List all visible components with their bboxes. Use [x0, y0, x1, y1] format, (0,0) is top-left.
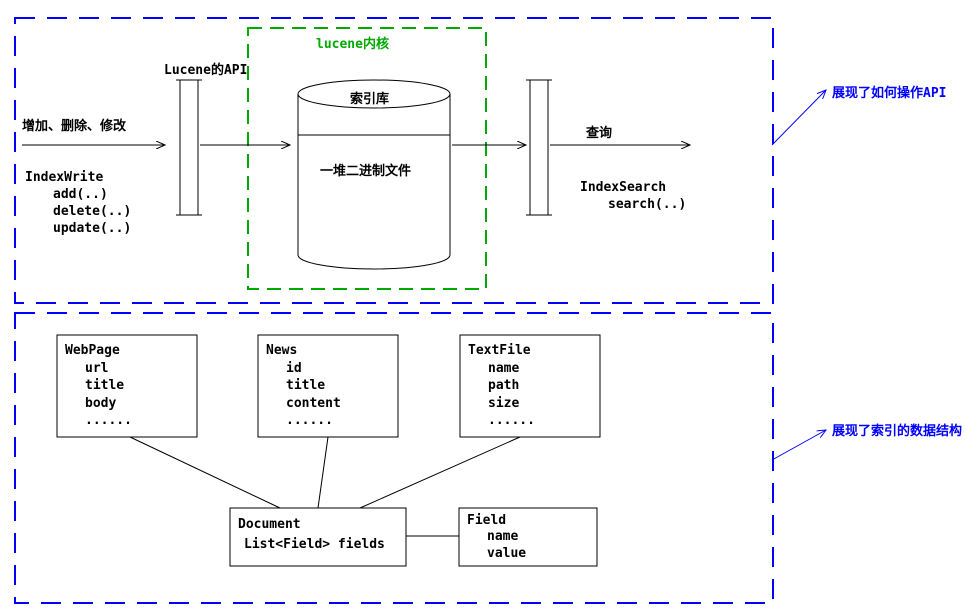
callout-arrow-1: [772, 90, 826, 145]
textfile-field: name: [468, 360, 535, 378]
api-bar-left: [176, 80, 202, 215]
textfile-field: path: [468, 377, 535, 395]
textfile-text: TextFile name path size ......: [468, 342, 535, 430]
indexwrite-title: IndexWrite: [25, 170, 131, 187]
webpage-field: ......: [65, 412, 132, 430]
news-text: News id title content ......: [266, 342, 341, 430]
indexsearch-title: IndexSearch: [580, 180, 686, 197]
query-label: 查询: [586, 122, 612, 141]
callout-1: 展现了如何操作API: [832, 82, 962, 101]
callout-2: 展现了索引的数据结构: [832, 420, 962, 439]
textfile-field: ......: [468, 412, 535, 430]
webpage-field: title: [65, 377, 132, 395]
indexsearch-method: search(..): [580, 197, 686, 214]
db-title: 索引库: [350, 88, 389, 107]
textfile-field: size: [468, 395, 535, 413]
line-textfile-document: [360, 437, 520, 508]
field-text: Field name value: [467, 513, 526, 562]
webpage-field: body: [65, 395, 132, 413]
news-field: title: [266, 377, 341, 395]
indexwrite-block: IndexWrite add(..) delete(..) update(..): [25, 170, 131, 238]
line-webpage-document: [130, 437, 280, 508]
indexsearch-block: IndexSearch search(..): [580, 180, 686, 214]
crud-label: 增加、删除、修改: [22, 115, 126, 134]
indexwrite-method: update(..): [25, 221, 131, 238]
document-title: Document: [238, 515, 385, 535]
document-text: Document List<Field> fields: [238, 515, 385, 554]
line-news-document: [318, 437, 328, 508]
api-bar-right: [526, 80, 552, 215]
db-subtitle: 一堆二进制文件: [320, 160, 411, 179]
webpage-title: WebPage: [65, 342, 132, 360]
news-title: News: [266, 342, 341, 360]
webpage-field: url: [65, 360, 132, 378]
indexwrite-method: add(..): [25, 187, 131, 204]
kernel-label: lucene内核: [316, 33, 389, 52]
field-field: name: [467, 529, 526, 545]
api-label: Lucene的API: [164, 59, 247, 78]
webpage-text: WebPage url title body ......: [65, 342, 132, 430]
textfile-title: TextFile: [468, 342, 535, 360]
news-field: content: [266, 395, 341, 413]
field-field: value: [467, 546, 526, 562]
field-title: Field: [467, 513, 526, 529]
indexwrite-method: delete(..): [25, 204, 131, 221]
news-field: id: [266, 360, 341, 378]
callout-arrow-2: [772, 430, 826, 460]
document-content: List<Field> fields: [238, 535, 385, 555]
news-field: ......: [266, 412, 341, 430]
